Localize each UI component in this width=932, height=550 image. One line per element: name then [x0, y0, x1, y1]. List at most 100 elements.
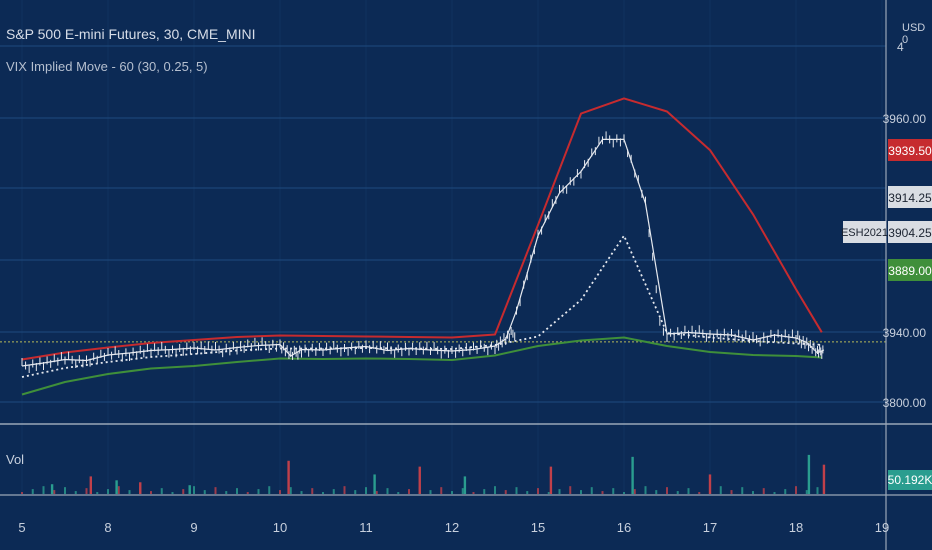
indicator-label: VIX Implied Move - 60 (30, 0.25, 5): [6, 59, 208, 74]
volume-bar-peak: [418, 466, 421, 494]
volume-bar: [676, 491, 679, 494]
x-tick-label: 19: [875, 520, 889, 535]
volume-bar: [236, 488, 238, 494]
volume-value-label: 50.192K: [888, 473, 932, 487]
y-tick-label: 3940.00: [883, 326, 927, 340]
x-tick-label: 15: [531, 520, 545, 535]
volume-bar-peak: [287, 460, 290, 494]
x-tick-label: 11: [359, 520, 373, 535]
volume-bar: [590, 487, 593, 494]
volume-bar: [31, 489, 34, 494]
volume-bar-peak: [115, 480, 118, 494]
volume-bar: [698, 492, 701, 494]
grid-lines: [0, 0, 886, 494]
volume-bar-peak: [188, 485, 191, 494]
volume-bar: [547, 492, 550, 494]
volume-bar: [752, 491, 754, 494]
x-tick-label: 18: [789, 520, 803, 535]
price-label-upper: 3939.50: [888, 144, 932, 158]
volume-bar: [644, 486, 647, 494]
volume-bar: [569, 486, 572, 494]
volume-bar-peak: [708, 474, 712, 494]
series-line-middle: [21, 234, 822, 378]
currency-label[interactable]: USD 0: [902, 22, 925, 46]
volume-bar-peak: [631, 456, 634, 494]
volume-bar: [805, 490, 808, 494]
volume-bar: [655, 490, 658, 494]
price-label-bg: [888, 259, 932, 281]
volume-bar: [279, 490, 281, 494]
volume-bar-peak: [373, 474, 376, 494]
volume-bar: [558, 489, 561, 494]
volume-bar: [214, 487, 217, 494]
x-tick-label: 5: [18, 520, 25, 535]
volume-bar: [289, 487, 292, 494]
series-line-lower: [21, 336, 822, 396]
price-label-bg: [888, 186, 932, 208]
volume-bar: [343, 486, 346, 494]
volume-bar: [160, 488, 163, 494]
price-label-middle: 3914.25: [888, 191, 932, 205]
volume-bar-peak: [807, 454, 811, 494]
currency-sub: 0: [902, 34, 909, 46]
y-tick-label: 3800.00: [883, 396, 927, 410]
volume-bar: [429, 490, 432, 494]
currency-text: USD: [902, 22, 926, 34]
volume-bar: [483, 489, 486, 494]
x-tick-label: 9: [190, 520, 197, 535]
volume-bar: [300, 491, 303, 494]
volume-bar-peak: [463, 476, 467, 494]
volume-bar: [107, 489, 109, 494]
volume-bar: [601, 491, 604, 494]
volume-bar: [203, 490, 206, 494]
volume-bar: [21, 492, 23, 494]
volume-bar-peak: [139, 482, 142, 494]
volume-bar: [719, 486, 722, 494]
volume-bar: [193, 486, 195, 494]
chart-title: S&P 500 E-mini Futures, 30, CME_MINI: [6, 26, 256, 42]
volume-bar: [53, 490, 56, 494]
volume-bar: [461, 488, 464, 494]
volume-bar-peak: [822, 464, 826, 494]
volume-bar: [580, 490, 582, 494]
volume-bar: [687, 488, 690, 494]
price-label-lower: 3889.00: [888, 264, 932, 278]
volume-bar-peak: [89, 476, 92, 494]
volume-bar: [741, 487, 744, 494]
volume-bar: [64, 487, 66, 494]
volume-bar: [225, 491, 228, 494]
volume-bar: [150, 491, 152, 494]
volume-bar: [451, 491, 453, 494]
volume-bar: [762, 488, 765, 494]
volume-bar: [612, 488, 615, 494]
volume-bar: [311, 488, 314, 494]
volume-bar: [537, 488, 539, 494]
volume-bar: [633, 489, 636, 494]
volume-bar-peak: [549, 466, 553, 494]
volume-bar: [773, 492, 776, 494]
volume-bar: [494, 486, 496, 494]
volume-bar: [472, 492, 475, 494]
volume-bar: [257, 489, 260, 494]
volume-bar: [515, 487, 518, 494]
x-tick-label: 16: [617, 520, 631, 535]
volume-bar: [268, 486, 271, 494]
volume-bar: [504, 490, 507, 494]
price-labels: 3939.50 3914.25 3904.25 3889.00 ESH2021 50.19…: [841, 139, 932, 490]
volume-bar: [96, 492, 99, 494]
volume-bar: [42, 486, 45, 494]
volume-bar: [182, 489, 185, 494]
volume-bar: [74, 491, 77, 494]
volume-bars: [21, 454, 826, 494]
volume-bar: [730, 490, 733, 494]
price-label-price: 3904.25: [888, 226, 932, 240]
volume-bar: [666, 487, 668, 494]
volume-bar: [526, 491, 529, 494]
symbol-tag-bg: [843, 221, 886, 243]
volume-bar: [784, 489, 787, 494]
volume-bar: [85, 488, 88, 494]
volume-bar: [816, 487, 819, 494]
volume-bar: [397, 492, 400, 494]
